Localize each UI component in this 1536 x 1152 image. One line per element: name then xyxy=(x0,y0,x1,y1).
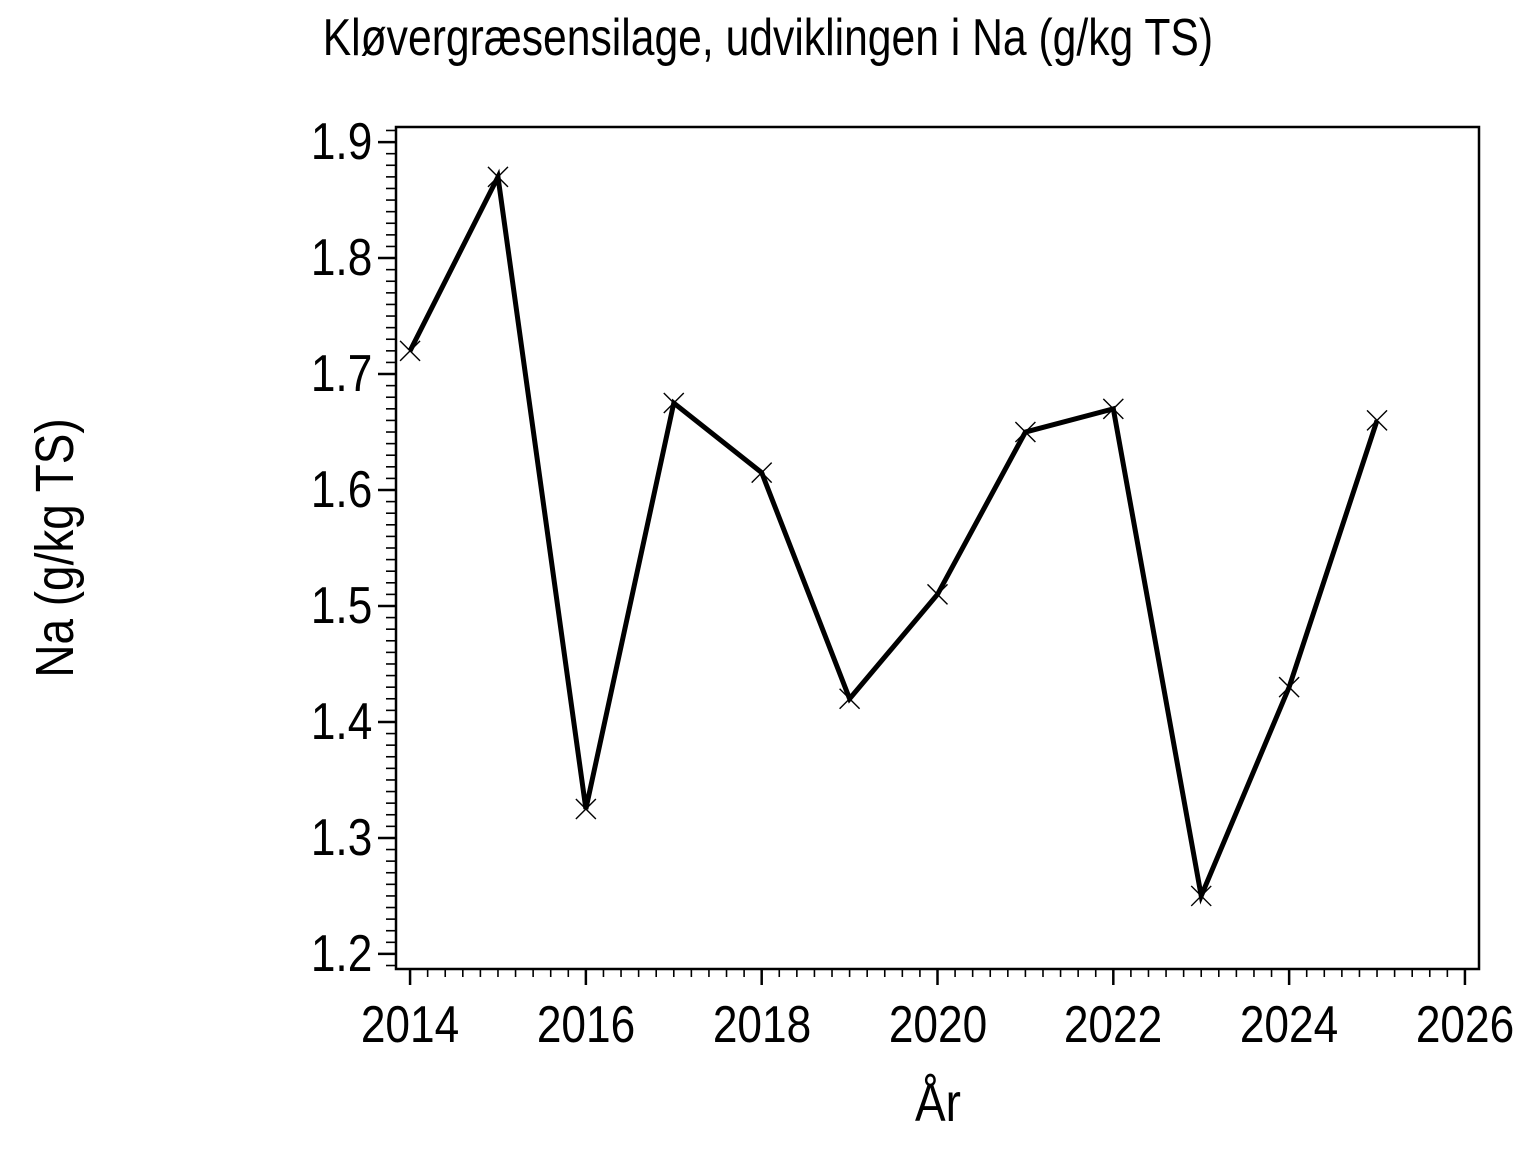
y-tick-label: 1.7 xyxy=(310,345,372,404)
chart-title-row: Kløvergræsensilage, udviklingen i Na (g/… xyxy=(0,8,1536,68)
y-tick-label: 1.8 xyxy=(310,229,372,288)
plot-border xyxy=(394,125,1481,971)
data-point-marker xyxy=(1014,421,1036,443)
data-point-marker xyxy=(663,392,685,414)
data-point-marker xyxy=(575,798,597,820)
y-tick-label: 1.4 xyxy=(310,692,372,751)
x-tick-label: 2026 xyxy=(1415,996,1515,1054)
data-point-marker xyxy=(1190,885,1212,907)
y-axis-title: Na (g/kg TS) xyxy=(25,418,85,678)
x-tick-label: 2014 xyxy=(360,996,460,1054)
y-tick-label: 1.6 xyxy=(310,461,372,519)
data-point-marker xyxy=(927,583,948,605)
y-tick-label: 1.3 xyxy=(310,808,372,867)
data-point-marker xyxy=(1366,409,1388,431)
data-point-marker xyxy=(1278,676,1300,698)
x-tick-label: 2020 xyxy=(888,996,987,1054)
x-tick-label: 2024 xyxy=(1239,996,1339,1054)
x-axis-title-row: År xyxy=(396,1072,1479,1134)
data-point-marker xyxy=(751,462,773,484)
y-tick-label: 1.5 xyxy=(310,576,372,635)
data-point-marker xyxy=(399,340,421,362)
x-tick-label: 2016 xyxy=(536,996,636,1054)
y-tick-label: 1.2 xyxy=(310,924,372,983)
x-tick-label: 2022 xyxy=(1064,996,1163,1054)
chart-title: Kløvergræsensilage, udviklingen i Na (g/… xyxy=(322,9,1214,67)
y-tick-label: 1.9 xyxy=(310,113,372,172)
x-tick-label: 2018 xyxy=(712,996,811,1054)
data-point-marker xyxy=(1102,398,1124,420)
data-point-marker xyxy=(839,688,861,710)
data-point-marker xyxy=(487,166,509,188)
data-line xyxy=(407,168,1380,905)
x-axis-title: År xyxy=(914,1073,961,1133)
